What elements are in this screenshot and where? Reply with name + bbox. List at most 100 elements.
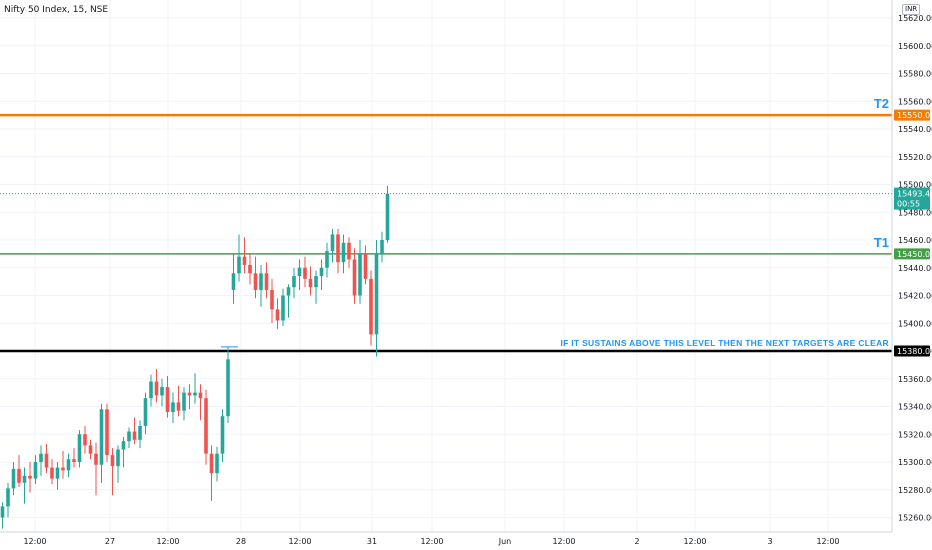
candle-body xyxy=(336,234,340,263)
t1-label: T1 xyxy=(874,235,889,250)
candle-body xyxy=(253,273,258,290)
candle-body xyxy=(198,392,203,399)
candle-body xyxy=(363,253,368,279)
candle-body xyxy=(385,193,390,240)
candle-body xyxy=(226,359,230,417)
y-tick-label: 15340.00 xyxy=(898,403,932,412)
candle-body xyxy=(105,409,109,456)
candle-body xyxy=(116,449,120,467)
candle-body xyxy=(374,253,379,335)
candle-body xyxy=(66,459,71,471)
time-axis[interactable]: 12:00 27 12:00 28 12:00 31 12:00 Jun 12:00 2 12:00… xyxy=(23,537,839,546)
y-tick-label: 15600.00 xyxy=(898,42,932,51)
price-tag-t2-bg xyxy=(894,109,930,121)
price-tag-t1: 15450.00 xyxy=(897,250,932,259)
candle-body xyxy=(341,242,346,263)
candle-body xyxy=(165,387,170,413)
price-tag-t2: 15550.00 xyxy=(897,111,932,120)
candle-body xyxy=(270,289,274,310)
x-tick-label: 12:00 xyxy=(683,537,706,546)
last-price-tag: 15493.40 xyxy=(897,190,932,199)
candle-body xyxy=(380,240,384,254)
candle-body xyxy=(231,273,236,290)
candle-body xyxy=(72,459,76,462)
candle-body xyxy=(171,402,175,413)
candle-body xyxy=(94,453,98,465)
support-note: IF IT SUSTAINS ABOVE THIS LEVEL THEN THE… xyxy=(560,338,889,348)
x-tick-label: 12:00 xyxy=(288,537,311,546)
x-tick-label: 3 xyxy=(767,537,772,546)
candle-body xyxy=(99,409,104,465)
candle-body xyxy=(176,402,181,411)
candle-body xyxy=(308,278,313,288)
candle-body xyxy=(330,234,335,252)
candle-body xyxy=(237,256,241,274)
candle-body xyxy=(182,392,186,411)
candle-body xyxy=(281,295,285,321)
chart-annotations: T2 T1 IF IT SUSTAINS ABOVE THIS LEVEL THEN… xyxy=(560,96,889,348)
candle-body xyxy=(61,467,65,471)
y-tick-label: 15260.00 xyxy=(898,514,932,523)
candle-body xyxy=(160,387,164,396)
candle-body xyxy=(220,416,225,454)
candle-body xyxy=(319,267,324,277)
price-tag-support-bg xyxy=(894,345,930,357)
y-tick-label: 15300.00 xyxy=(898,458,932,467)
price-axis[interactable]: 15260.00 15280.00 15300.00 15320.00 15340.00… xyxy=(898,14,932,523)
candle-body xyxy=(127,431,131,442)
candle-body xyxy=(193,392,197,396)
candle-body xyxy=(0,506,5,518)
candlestick-series xyxy=(0,185,390,529)
candle-body xyxy=(44,453,49,468)
candle-body xyxy=(248,264,252,274)
candle-body xyxy=(242,256,247,265)
price-tag-support: 15380.00 xyxy=(897,347,932,356)
last-price-tag-bg xyxy=(894,187,930,210)
x-tick-label: 28 xyxy=(236,537,246,546)
candle-body xyxy=(17,468,21,483)
candle-body xyxy=(187,392,192,396)
candle-body xyxy=(292,276,296,288)
candle-body xyxy=(28,475,32,479)
candle-body xyxy=(303,267,307,279)
chart-grid xyxy=(0,0,892,532)
x-tick-label: 31 xyxy=(367,537,377,546)
symbol-title: Nifty 50 Index, 15, NSE xyxy=(4,5,109,15)
y-tick-label: 15360.00 xyxy=(898,375,932,384)
x-tick-label: 12:00 xyxy=(816,537,839,546)
level-lines xyxy=(0,113,892,353)
candle-body xyxy=(33,462,38,479)
y-tick-label: 15560.00 xyxy=(898,97,932,106)
x-tick-label: 12:00 xyxy=(23,537,46,546)
candle-body xyxy=(149,381,153,399)
candle-body xyxy=(121,441,126,450)
y-tick-label: 15440.00 xyxy=(898,264,932,273)
x-tick-label: Jun xyxy=(498,537,512,546)
candle-body xyxy=(11,468,16,489)
candle-body xyxy=(132,431,137,440)
x-tick-label: 12:00 xyxy=(552,537,575,546)
candle-body xyxy=(22,475,27,483)
candle-body xyxy=(154,381,159,396)
y-tick-label: 15460.00 xyxy=(898,236,932,245)
currency-badge[interactable]: INR xyxy=(902,4,921,15)
candle-body xyxy=(358,253,362,296)
y-tick-label: 15480.00 xyxy=(898,208,932,217)
candle-body xyxy=(325,251,329,268)
candle-body xyxy=(110,455,115,467)
candle-body xyxy=(215,453,219,474)
candle-body xyxy=(347,242,351,260)
y-tick-label: 15320.00 xyxy=(898,430,932,439)
candle-body xyxy=(264,273,269,290)
x-tick-label: 27 xyxy=(105,537,115,546)
price-tag-t1-bg xyxy=(894,248,930,260)
y-tick-label: 15280.00 xyxy=(898,486,932,495)
y-tick-label: 15420.00 xyxy=(898,292,932,301)
x-tick-label: 2 xyxy=(634,537,639,546)
candle-body xyxy=(50,467,54,479)
t2-label: T2 xyxy=(874,96,889,111)
candle-body xyxy=(275,309,280,321)
x-tick-label: 12:00 xyxy=(420,537,443,546)
